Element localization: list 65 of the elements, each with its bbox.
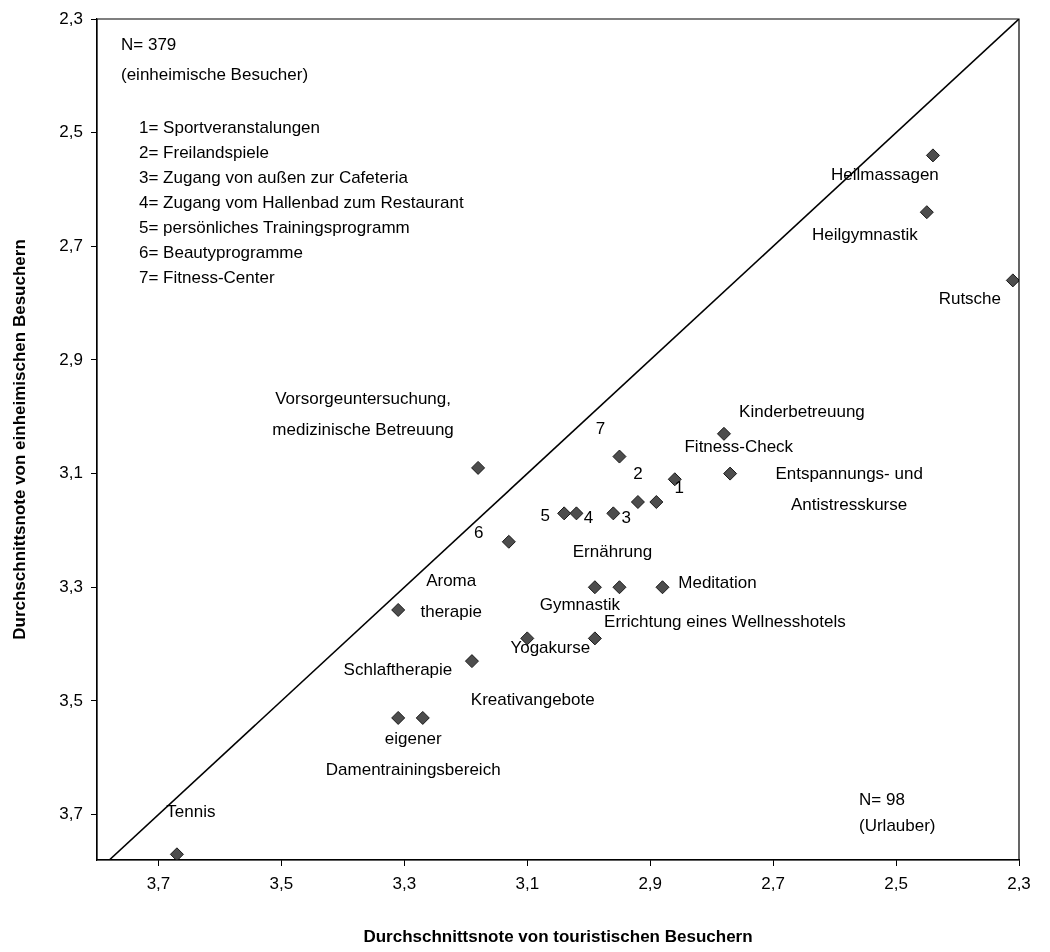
y-tick-label: 3,3 <box>59 576 83 596</box>
annotation: Meditation <box>678 572 757 592</box>
annotation: 7 <box>595 419 606 439</box>
annotation: Fitness-Check <box>684 436 794 456</box>
annotation: 1= Sportveranstalungen 2= Freilandspiele 3= Zugang von außen zur Cafeteria 4= Zugang vom Hallenbad zum Restaurant 5= persönliches Trainingsprogramm 6= Beautyprogramme 7= Fitness-Center <box>139 117 464 287</box>
y-tick-label: 3,1 <box>59 463 83 483</box>
point <box>919 205 934 220</box>
annotation: Ernährung <box>572 541 653 561</box>
x-tick-label: 3,5 <box>269 873 294 893</box>
point <box>557 506 572 521</box>
annotation: 6 <box>474 523 484 543</box>
point <box>391 602 406 617</box>
annotation: Gymnastik <box>539 594 621 614</box>
point <box>612 449 627 464</box>
annotation: Tennis <box>166 802 216 822</box>
x-tick-label: 3,3 <box>392 873 417 893</box>
point <box>415 710 430 725</box>
point <box>587 580 602 595</box>
annotation: Vorsorgeuntersuchung, medizinische Betreuung <box>272 389 454 440</box>
annotation: Rutsche <box>938 289 1002 309</box>
annotation: 4 <box>583 508 594 528</box>
y-tick-label: 2,7 <box>59 235 83 255</box>
annotation: 1 <box>674 477 685 497</box>
annotation: N= 98 (Urlauber) <box>859 789 936 835</box>
annotation: eigener Damentrainingsbereich <box>325 729 501 780</box>
annotation: Kreativangebote <box>470 689 595 709</box>
point <box>606 506 621 521</box>
annotation: 5 <box>540 506 550 526</box>
annotation: Entspannungs- und Antistresskurse <box>775 463 923 514</box>
point <box>925 148 940 163</box>
y-tick-label: 2,5 <box>59 122 83 142</box>
point <box>612 580 627 595</box>
annotation: N= 379 (einheimische Besucher) <box>121 34 309 84</box>
y-tick-label: 2,9 <box>59 349 83 369</box>
y-axis-title: Durchschnittsnote von einheimischen Besuchern <box>9 239 29 640</box>
annotation: 3 <box>621 508 632 528</box>
y-tick-label: 2,3 <box>59 8 83 28</box>
point <box>630 495 645 510</box>
point <box>569 506 584 521</box>
point <box>391 710 406 725</box>
x-tick-label: 3,1 <box>515 873 540 893</box>
point <box>169 847 184 860</box>
point <box>723 466 738 481</box>
annotation: 2 <box>633 463 643 483</box>
annotation: Heilgymnastik <box>811 224 919 244</box>
point <box>716 426 731 441</box>
x-tick-label: 2,7 <box>761 873 785 893</box>
point <box>649 495 664 510</box>
x-tick-label: 2,3 <box>1007 873 1031 893</box>
point <box>471 460 486 475</box>
annotation: Yogakurse <box>510 638 591 658</box>
point <box>464 654 479 669</box>
annotation: Aroma therapie <box>420 571 482 622</box>
annotation: Kinderbetreuung <box>739 401 865 421</box>
x-tick-label: 2,5 <box>884 873 908 893</box>
x-axis-title: Durchschnittsnote von touristischen Besuchern <box>363 927 753 947</box>
point <box>1005 273 1019 288</box>
point <box>501 534 516 549</box>
y-tick-label: 3,7 <box>59 804 83 824</box>
x-tick-label: 3,7 <box>146 873 171 893</box>
point <box>655 580 670 595</box>
annotation: Schlaftherapie <box>343 659 453 679</box>
annotation: Errichtung eines Wellnesshotels <box>604 612 846 632</box>
x-tick-label: 2,9 <box>638 873 663 893</box>
y-tick-label: 3,5 <box>59 690 83 710</box>
